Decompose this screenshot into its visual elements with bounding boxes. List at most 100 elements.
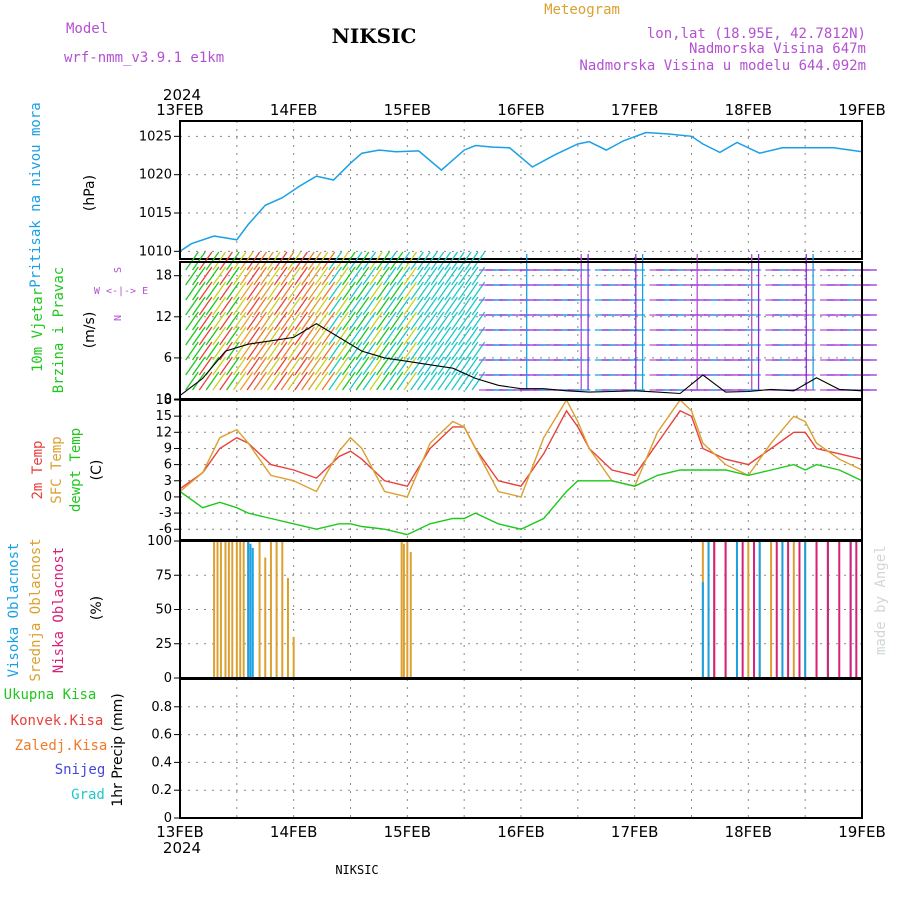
y-tick-label: 1025: [139, 129, 172, 144]
wind-barb: [232, 311, 247, 331]
wind-barb: [219, 371, 233, 391]
wind-barb: [273, 311, 288, 331]
wind-barb: [232, 326, 247, 346]
panel-background: [180, 400, 862, 540]
wind-barb: [321, 296, 336, 316]
wind-barb: [464, 341, 479, 361]
precip-legend-snow: Snijeg: [55, 762, 106, 778]
wind-barb: [417, 326, 431, 346]
wind-barb: [342, 341, 356, 361]
wind-barb: [444, 311, 459, 331]
wind-barb: [355, 266, 370, 286]
wind-barb: [430, 371, 445, 391]
coords-text: lon,lat (18.95E, 42.7812N): [647, 26, 866, 42]
bottom-date-label: 19FEB: [838, 823, 885, 841]
top-date-label: 14FEB: [270, 101, 317, 119]
wind-panel-label-2: Brzina i Pravac: [51, 267, 67, 393]
wind-barb: [355, 311, 370, 331]
wind-barb: [403, 356, 418, 376]
wind-barb: [444, 281, 459, 301]
precip-legend-convective: Konvek.Kisa: [11, 713, 104, 729]
wind-barb: [307, 296, 322, 316]
wind-barb: [382, 266, 397, 286]
wind-barb: [205, 341, 220, 361]
precip-legend-frozen: Zaledj.Kisa: [15, 738, 108, 754]
y-tick-label: -6: [159, 522, 172, 537]
wind-barb: [328, 356, 343, 376]
wind-barb: [342, 311, 356, 331]
y-tick-label: 1020: [139, 168, 172, 183]
y-tick-label: 6: [164, 351, 172, 366]
wind-barb: [444, 371, 459, 391]
wind-barb: [396, 326, 411, 346]
wind-barb: [389, 281, 404, 301]
wind-barb: [362, 326, 377, 346]
wind-barb: [185, 266, 199, 286]
wind-barb: [389, 311, 404, 331]
wind-barb: [287, 266, 302, 286]
wind-barb: [382, 281, 397, 301]
wind-barb: [382, 296, 397, 316]
wind-barb: [273, 266, 288, 286]
wind-barb: [403, 341, 418, 361]
bottom-date-axis: 13FEB 14FEB 15FEB 16FEB 17FEB 18FEB 19FEB: [156, 823, 885, 841]
wind-barb: [314, 371, 329, 391]
wind-barb: [403, 371, 418, 391]
wind-barb: [376, 326, 390, 346]
wind-barb: [457, 281, 472, 301]
wind-barb: [266, 281, 281, 301]
wind-barb: [382, 371, 397, 391]
wind-barb: [314, 326, 329, 346]
wind-barb: [321, 281, 336, 301]
wind-barb: [198, 266, 213, 286]
wind-barb: [198, 341, 213, 361]
y-tick-label: 3: [164, 474, 172, 489]
pressure-unit: (hPa): [82, 175, 98, 211]
wind-barb: [280, 296, 295, 316]
top-date-label: 19FEB: [838, 101, 885, 119]
wind-barb: [314, 266, 329, 286]
wind-barb: [266, 341, 281, 361]
wind-barb: [423, 341, 438, 361]
wind-barb: [287, 281, 302, 301]
wind-barb: [246, 356, 261, 376]
wind-barb: [273, 326, 288, 346]
y-tick-label: 75: [155, 568, 172, 583]
precipitation-panel: 0 0.2 0.4 0.6 0.8: [151, 678, 863, 826]
wind-barb: [410, 326, 424, 346]
wind-barb: [362, 356, 377, 376]
wind-barb: [226, 326, 240, 346]
wind-barb: [362, 371, 377, 391]
wind-barb: [321, 266, 336, 286]
wind-barb: [355, 371, 370, 391]
bottom-date-label: 17FEB: [611, 823, 658, 841]
wind-barb: [389, 326, 404, 346]
wind-barb: [348, 371, 363, 391]
wind-barb: [226, 296, 240, 316]
wind-barb: [198, 356, 213, 376]
wind-barb: [335, 371, 349, 391]
y-tick-label: 0: [164, 392, 172, 407]
pressure-panel-label: Pritisak na nivou mora: [28, 102, 44, 287]
wind-barb: [294, 296, 308, 316]
wind-barb: [403, 296, 418, 316]
wind-barb: [307, 341, 322, 361]
wind-barb: [246, 341, 261, 361]
wind-barb: [301, 281, 315, 301]
wind-barb: [246, 296, 261, 316]
wind-barb: [205, 326, 220, 346]
wind-barb: [348, 296, 363, 316]
wind-barb: [362, 341, 377, 361]
wind-barb: [444, 266, 459, 286]
wind-barb: [376, 341, 390, 361]
wind-barb: [348, 266, 363, 286]
wind-barb: [260, 281, 274, 301]
wind-barb: [253, 296, 268, 316]
wind-barb: [396, 296, 411, 316]
wind-barb: [198, 296, 213, 316]
wind-barb: [212, 356, 227, 376]
wind-barb: [403, 311, 418, 331]
wind-barb: [369, 371, 383, 391]
wind-barb: [212, 341, 227, 361]
